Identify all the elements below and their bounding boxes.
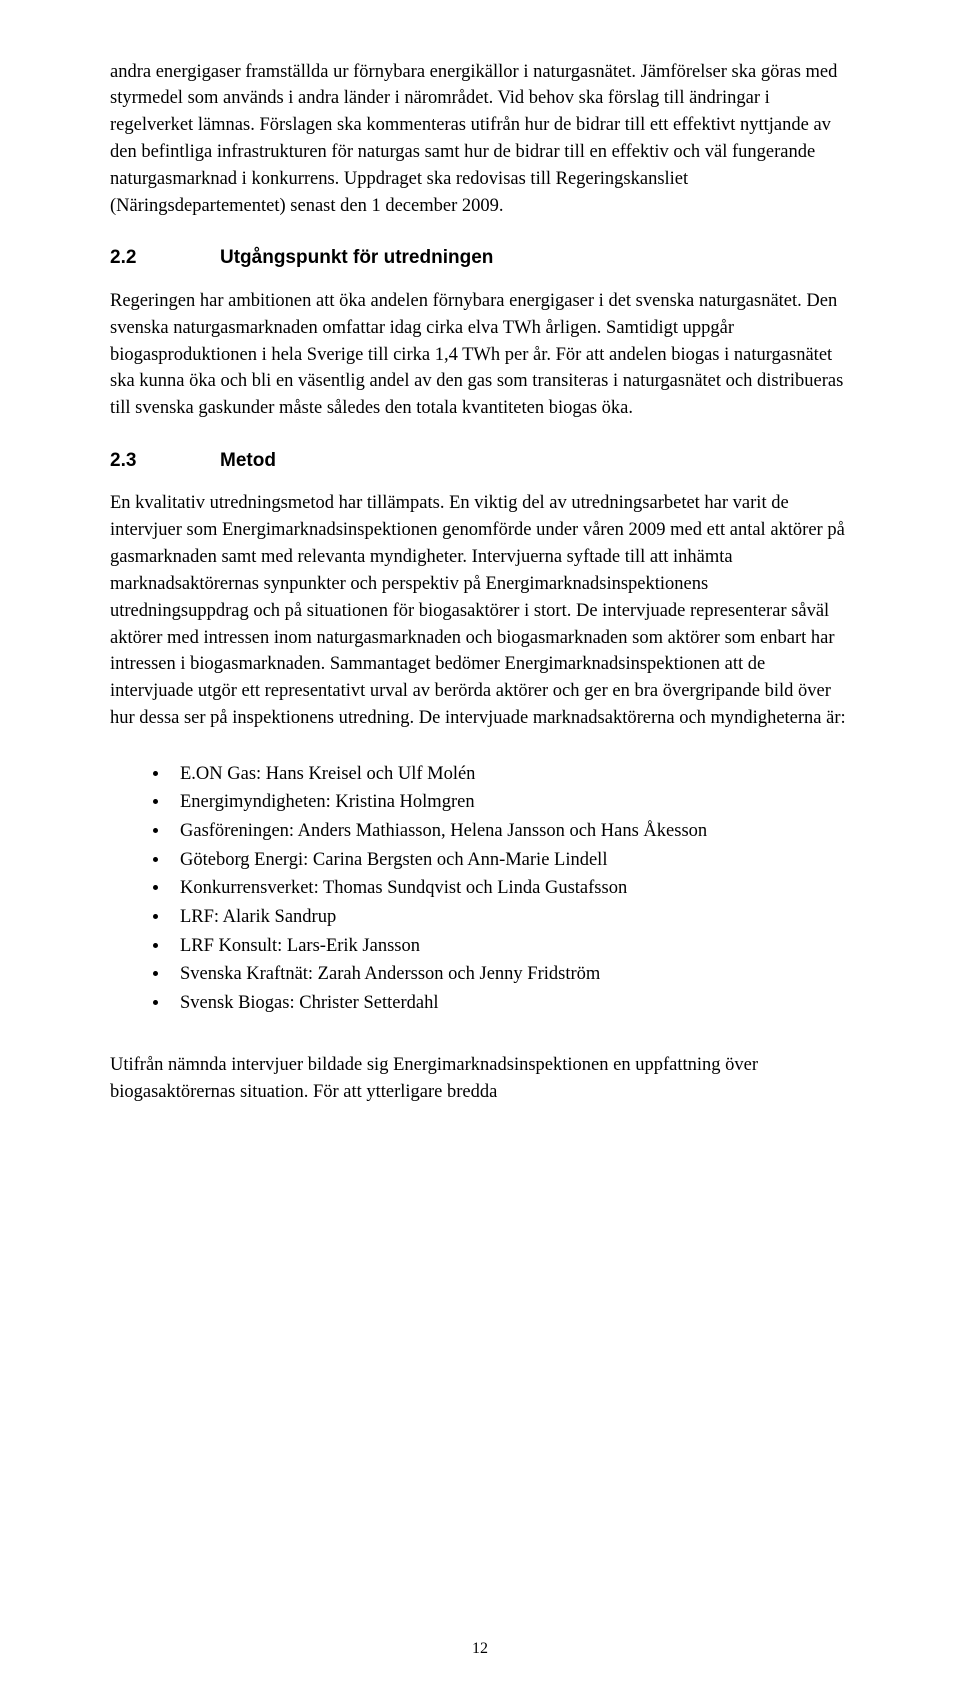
document-page: andra energigaser framställda ur förnyba…	[0, 0, 960, 1693]
section-2-3-title: Metod	[220, 450, 276, 471]
page-number: 12	[0, 1640, 960, 1658]
interview-list: E.ON Gas: Hans Kreisel och Ulf Molén Ene…	[110, 760, 850, 1018]
list-item: Gasföreningen: Anders Mathiasson, Helena…	[170, 817, 850, 846]
intro-paragraph: andra energigaser framställda ur förnyba…	[110, 59, 850, 220]
section-2-2-text: Regeringen har ambitionen att öka andele…	[110, 288, 850, 422]
list-item: LRF: Alarik Sandrup	[170, 903, 850, 932]
list-item: Göteborg Energi: Carina Bergsten och Ann…	[170, 846, 850, 875]
section-2-3-heading: 2.3Metod	[110, 450, 850, 472]
section-2-3-number: 2.3	[110, 450, 220, 472]
list-item: Svenska Kraftnät: Zarah Andersson och Je…	[170, 960, 850, 989]
list-item: Konkurrensverket: Thomas Sundqvist och L…	[170, 874, 850, 903]
list-item: Svensk Biogas: Christer Setterdahl	[170, 989, 850, 1018]
section-2-2-title: Utgångspunkt för utredningen	[220, 247, 493, 268]
section-2-2-number: 2.2	[110, 247, 220, 269]
section-2-2-heading: 2.2Utgångspunkt för utredningen	[110, 247, 850, 269]
list-item: LRF Konsult: Lars-Erik Jansson	[170, 932, 850, 961]
list-item: Energimyndigheten: Kristina Holmgren	[170, 788, 850, 817]
list-item: E.ON Gas: Hans Kreisel och Ulf Molén	[170, 760, 850, 789]
closing-paragraph: Utifrån nämnda intervjuer bildade sig En…	[110, 1052, 850, 1106]
section-2-3-text: En kvalitativ utredningsmetod har tilläm…	[110, 490, 850, 731]
